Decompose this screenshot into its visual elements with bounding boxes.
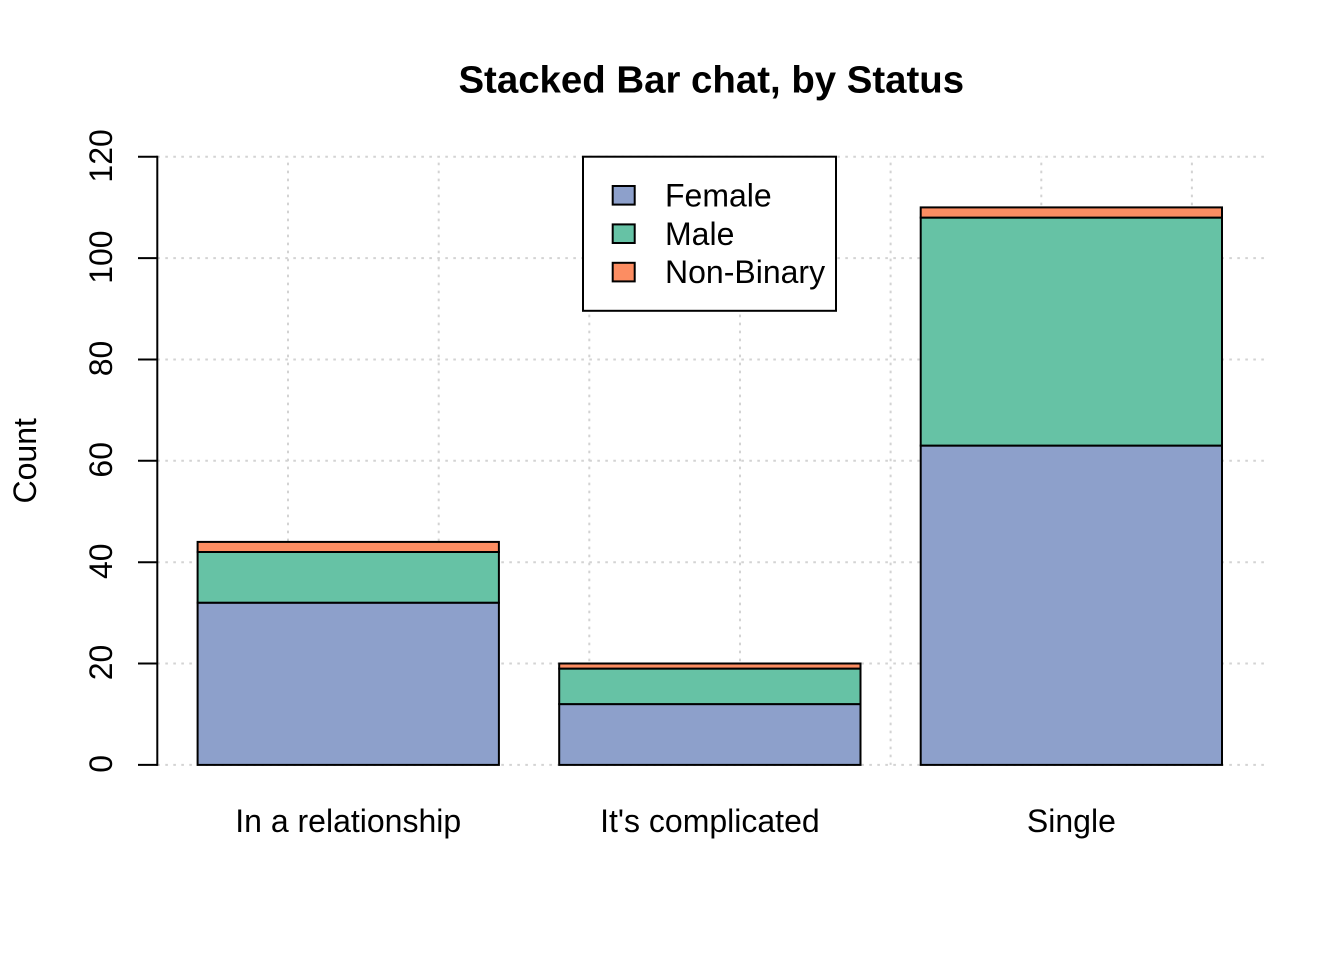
svg-text:40: 40 [83, 543, 119, 579]
svg-text:120: 120 [83, 129, 119, 182]
svg-text:Female: Female [665, 177, 772, 213]
svg-text:0: 0 [83, 755, 119, 773]
svg-text:60: 60 [83, 442, 119, 478]
svg-text:80: 80 [83, 341, 119, 377]
svg-text:In a relationship: In a relationship [235, 803, 461, 839]
svg-text:Non-Binary: Non-Binary [665, 254, 825, 290]
svg-text:20: 20 [83, 645, 119, 681]
svg-text:Male: Male [665, 216, 734, 252]
svg-text:Single: Single [1027, 803, 1116, 839]
svg-text:100: 100 [83, 230, 119, 283]
svg-text:Stacked Bar chat, by Status: Stacked Bar chat, by Status [458, 58, 964, 101]
svg-text:Count: Count [7, 418, 43, 504]
svg-text:It's complicated: It's complicated [600, 803, 820, 839]
